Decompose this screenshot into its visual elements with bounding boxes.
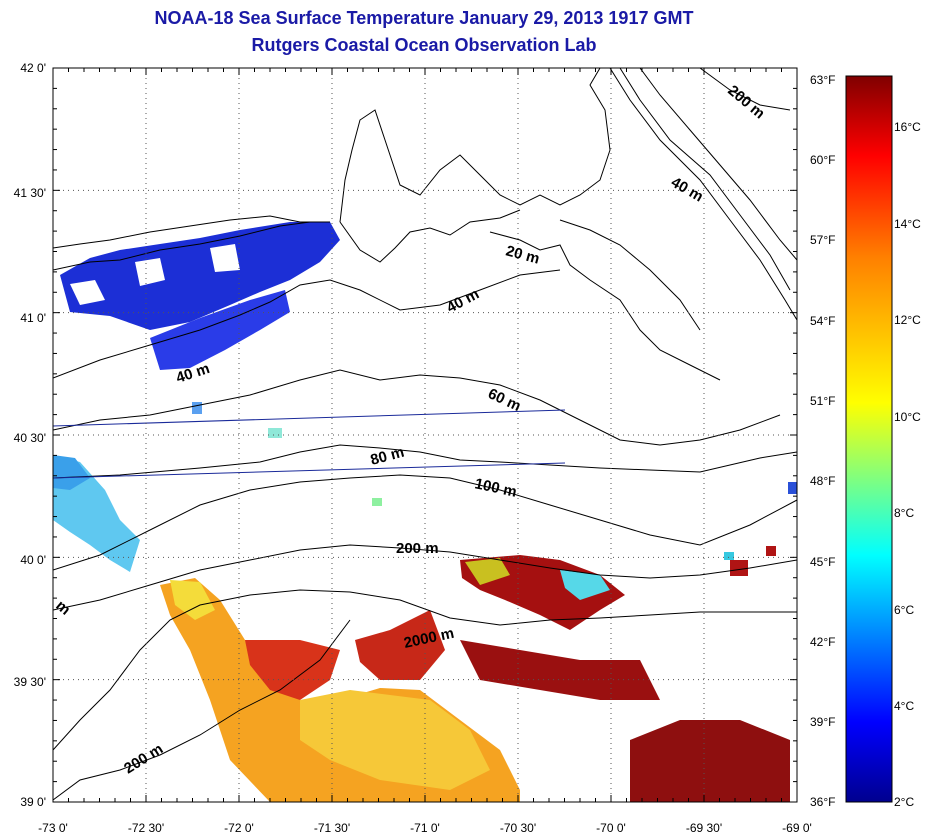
isobath-label: 100 m	[473, 475, 518, 500]
track-lines	[53, 409, 566, 479]
colorbar-c-label: 12°C	[894, 313, 921, 327]
colorbar-c-label: 4°C	[894, 699, 914, 713]
colorbar-gradient	[845, 75, 893, 803]
colorbar-f-label: 51°F	[810, 394, 835, 408]
lon-label: -70 0'	[596, 821, 626, 835]
isobath-label: 200 m	[121, 740, 166, 777]
lat-label: 40 30'	[14, 431, 46, 445]
latitude-labels: 42 0' 41 30' 41 0' 40 30' 40 0' 39 30' 3…	[14, 61, 46, 809]
isobath-label: 40 m	[444, 285, 482, 316]
colorbar-c-label: 14°C	[894, 217, 921, 231]
lat-label: 42 0'	[20, 61, 46, 75]
lon-label: -70 30'	[500, 821, 536, 835]
lon-label: -69 30'	[686, 821, 722, 835]
longitude-labels: -73 0' -72 30' -72 0' -71 30' -71 0' -70…	[38, 821, 812, 835]
lat-label: 41 30'	[14, 186, 46, 200]
sst-cold-patch	[60, 222, 340, 330]
isobath-label: 200 m	[396, 540, 439, 557]
lon-label: -71 30'	[314, 821, 350, 835]
isobath-label: 20 m	[504, 242, 541, 267]
colorbar-f-label: 42°F	[810, 635, 835, 649]
lat-label: 39 30'	[14, 675, 46, 689]
colorbar-c-label: 16°C	[894, 120, 921, 134]
graticule	[53, 68, 797, 802]
colorbar-f-label: 57°F	[810, 233, 835, 247]
colorbar-fahrenheit-labels: 63°F 60°F 57°F 54°F 51°F 48°F 45°F 42°F …	[810, 73, 835, 809]
colorbar-f-label: 60°F	[810, 153, 835, 167]
lat-label: 41 0'	[20, 311, 46, 325]
colorbar-f-label: 48°F	[810, 474, 835, 488]
sst-hot-patch	[460, 640, 660, 700]
lon-label: -72 0'	[224, 821, 254, 835]
lon-label: -71 0'	[410, 821, 440, 835]
isobath-label: 60 m	[485, 385, 523, 415]
lat-label: 40 0'	[20, 553, 46, 567]
lat-label: 39 0'	[20, 795, 46, 809]
isobath-label: m	[52, 597, 73, 619]
sst-cold-patch	[150, 290, 290, 370]
isobath-label: 200 m	[724, 82, 768, 122]
colorbar: 63°F 60°F 57°F 54°F 51°F 48°F 45°F 42°F …	[810, 73, 921, 809]
colorbar-celsius-labels: 16°C 14°C 12°C 10°C 8°C 6°C 4°C 2°C	[894, 120, 921, 809]
colorbar-f-label: 36°F	[810, 795, 835, 809]
lon-label: -72 30'	[128, 821, 164, 835]
sst-data-layer	[53, 222, 797, 802]
isobath-label: 40 m	[668, 174, 706, 206]
colorbar-f-label: 54°F	[810, 314, 835, 328]
lon-label: -73 0'	[38, 821, 68, 835]
colorbar-c-label: 2°C	[894, 795, 914, 809]
colorbar-f-label: 39°F	[810, 715, 835, 729]
map-title: NOAA-18 Sea Surface Temperature January …	[154, 8, 694, 28]
isobaths	[53, 68, 797, 801]
coastline	[53, 68, 721, 381]
colorbar-f-label: 45°F	[810, 555, 835, 569]
colorbar-c-label: 8°C	[894, 506, 914, 520]
map-subtitle: Rutgers Coastal Ocean Observation Lab	[251, 35, 597, 55]
colorbar-c-label: 10°C	[894, 410, 921, 424]
colorbar-f-label: 63°F	[810, 73, 835, 87]
colorbar-c-label: 6°C	[894, 603, 914, 617]
lon-label: -69 0'	[782, 821, 812, 835]
